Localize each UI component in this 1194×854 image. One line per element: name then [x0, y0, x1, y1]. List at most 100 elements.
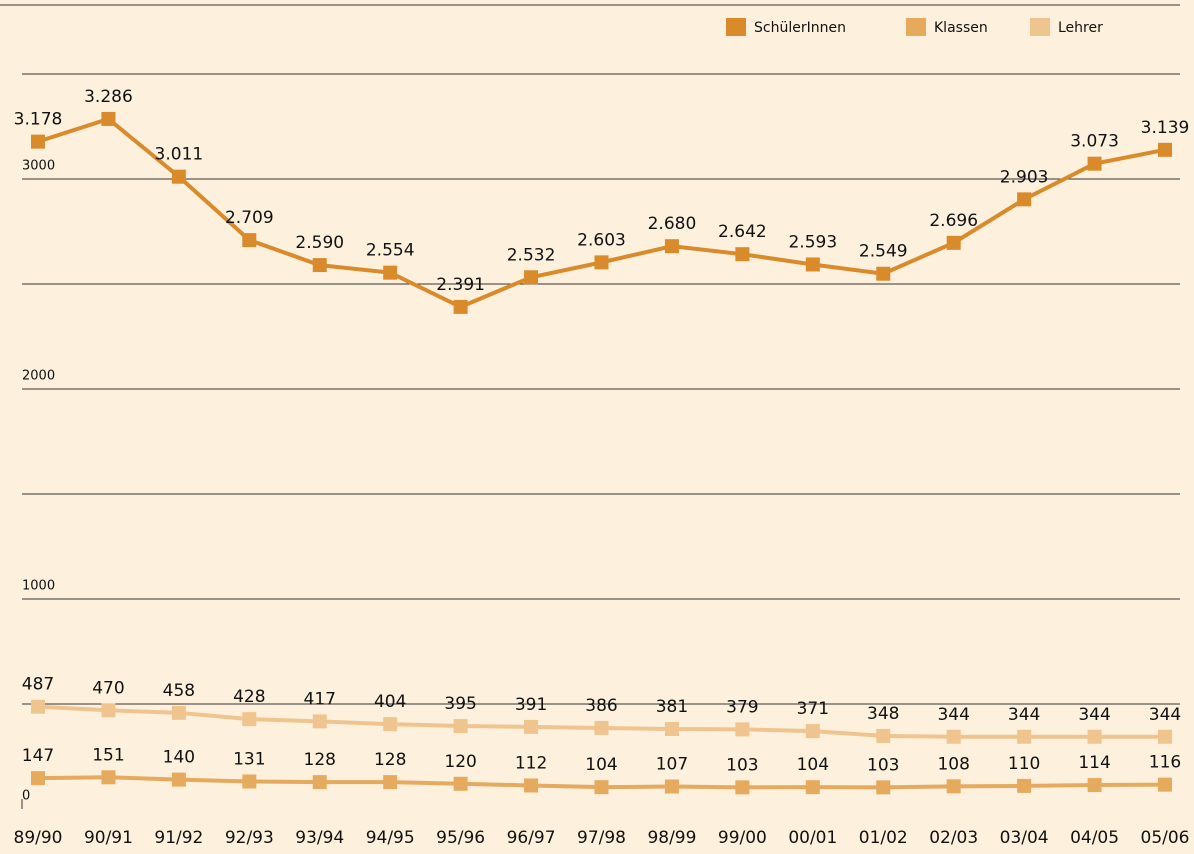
data-label: 417 [304, 689, 336, 709]
data-label: 112 [515, 753, 547, 773]
data-point [524, 270, 539, 285]
x-tick-label: 98/99 [647, 828, 696, 848]
x-tick-label: 97/98 [577, 828, 626, 848]
data-point [383, 717, 398, 732]
data-label: 344 [1078, 705, 1110, 725]
data-point [664, 721, 679, 736]
data-label: 110 [1008, 754, 1040, 774]
data-point [805, 257, 820, 272]
data-label: 404 [374, 692, 406, 712]
data-label: 428 [233, 687, 265, 707]
data-label: 458 [163, 681, 195, 701]
data-point [383, 775, 398, 790]
y-tick-label: 3000 [22, 159, 55, 174]
data-point [594, 720, 609, 735]
x-tick-label: 92/93 [225, 828, 274, 848]
data-label: 381 [656, 697, 688, 717]
data-point [1087, 729, 1102, 744]
data-point [1087, 778, 1102, 793]
data-label: 104 [585, 755, 617, 775]
data-label: 120 [444, 752, 476, 772]
data-point [101, 111, 116, 126]
data-point [876, 266, 891, 281]
data-point [1087, 156, 1102, 171]
data-point [101, 703, 116, 718]
data-point [31, 699, 45, 714]
data-point [453, 719, 468, 734]
y-tick-label: 0 [22, 789, 30, 804]
data-label: 116 [1149, 753, 1181, 773]
legend-label: Lehrer [1058, 20, 1103, 36]
data-label: 395 [444, 694, 476, 714]
data-point [1158, 729, 1172, 744]
data-label: 3.073 [1070, 132, 1119, 152]
x-tick-label: 91/92 [154, 828, 203, 848]
x-tick-label: 93/94 [295, 828, 344, 848]
data-point [664, 239, 679, 254]
data-label: 3.286 [84, 87, 133, 107]
data-point [1017, 778, 1032, 793]
data-point [735, 247, 750, 262]
data-point [1017, 192, 1032, 207]
data-point [735, 722, 750, 737]
data-label: 131 [233, 749, 265, 769]
data-label: 344 [1149, 705, 1181, 725]
data-label: 147 [22, 746, 54, 766]
data-label: 2.696 [929, 211, 978, 231]
data-point [312, 258, 327, 273]
data-label: 140 [163, 748, 195, 768]
data-label: 379 [726, 697, 758, 717]
data-point [876, 728, 891, 743]
legend-label: Klassen [934, 20, 988, 36]
data-point [171, 772, 186, 787]
data-label: 344 [937, 705, 969, 725]
legend-swatch [1030, 18, 1050, 36]
legend-label: SchülerInnen [754, 20, 846, 36]
data-point [171, 169, 186, 184]
data-label: 3.139 [1141, 118, 1190, 138]
data-point [101, 770, 116, 785]
data-label: 114 [1078, 753, 1110, 773]
data-point [876, 780, 891, 795]
data-label: 107 [656, 755, 688, 775]
data-label: 348 [867, 704, 899, 724]
data-label: 487 [22, 675, 54, 695]
data-point [312, 714, 327, 729]
data-label: 103 [726, 755, 758, 775]
data-point [946, 779, 961, 794]
data-point [1158, 142, 1172, 157]
data-label: 103 [867, 755, 899, 775]
data-point [31, 134, 45, 149]
data-label: 2.554 [366, 241, 415, 261]
data-label: 344 [1008, 705, 1040, 725]
data-point [383, 265, 398, 280]
data-point [312, 775, 327, 790]
data-label: 108 [937, 754, 969, 774]
data-point [31, 771, 45, 786]
data-point [805, 724, 820, 739]
data-label: 391 [515, 695, 547, 715]
data-label: 151 [92, 745, 124, 765]
x-tick-label: 05/06 [1141, 828, 1190, 848]
data-point [946, 235, 961, 250]
data-label: 2.593 [788, 232, 837, 252]
data-point [594, 255, 609, 270]
data-label: 2.642 [718, 222, 767, 242]
data-label: 128 [374, 750, 406, 770]
x-tick-label: 03/04 [1000, 828, 1049, 848]
data-point [453, 299, 468, 314]
data-point [946, 729, 961, 744]
y-tick-label: 2000 [22, 369, 55, 384]
x-tick-label: 90/91 [84, 828, 133, 848]
data-point [242, 233, 257, 248]
data-point [1158, 777, 1172, 792]
data-point [171, 705, 186, 720]
x-tick-label: 89/90 [14, 828, 63, 848]
x-tick-label: 04/05 [1070, 828, 1119, 848]
x-tick-label: 95/96 [436, 828, 485, 848]
x-tick-label: 94/95 [366, 828, 415, 848]
data-label: 2.532 [507, 245, 556, 265]
data-label: 2.603 [577, 230, 626, 250]
